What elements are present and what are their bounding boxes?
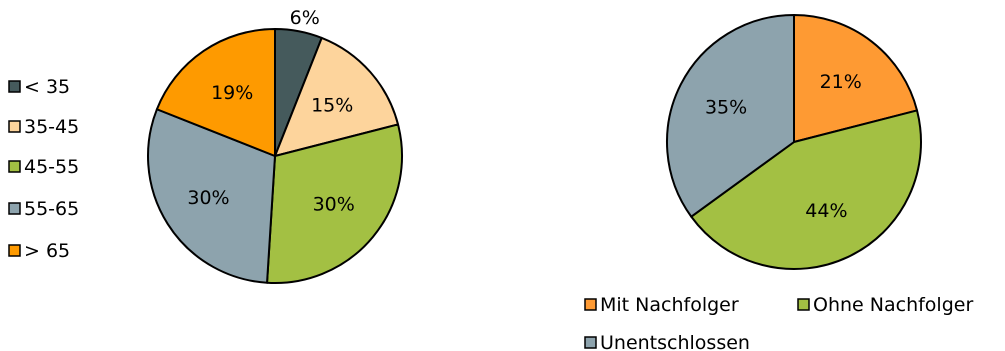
pie-slice [147, 108, 276, 284]
legend-item: 55-65 [8, 198, 79, 220]
slice-value-label: 44% [805, 200, 847, 222]
pie-slice [666, 14, 795, 218]
legend-swatch [8, 244, 21, 257]
legend-label: 45-55 [24, 156, 79, 178]
legend-label: < 35 [24, 76, 70, 98]
legend-label: Ohne Nachfolger [813, 294, 973, 316]
slice-value-label: 15% [311, 95, 353, 117]
legend-item: < 35 [8, 76, 70, 98]
legend-swatch [584, 298, 597, 311]
legend-swatch [8, 80, 21, 93]
pie-slice [690, 109, 922, 271]
slice-value-label: 21% [820, 71, 862, 93]
legend-label: 35-45 [24, 116, 79, 138]
legend-label: > 65 [24, 240, 70, 262]
legend-swatch [584, 336, 597, 349]
legend-label: Unentschlossen [600, 332, 750, 351]
pie-slice [274, 36, 400, 157]
pie-chart-2: 21% 44% 35% Mit Nachfolger Ohne Nachfolger Un… [584, 14, 973, 351]
pie-slice [266, 123, 403, 284]
slice-value-label: 30% [313, 194, 355, 216]
slice-value-label: 6% [290, 7, 320, 29]
legend-label: Mit Nachfolger [600, 294, 739, 316]
legend-swatch [8, 120, 21, 133]
legend-item: 45-55 [8, 156, 79, 178]
pie-slice [155, 28, 276, 157]
legend-swatch [8, 202, 21, 215]
slice-value-label: 30% [187, 187, 229, 209]
legend-item: > 65 [8, 240, 70, 262]
legend-item: Mit Nachfolger [584, 294, 739, 316]
legend-swatch [797, 298, 810, 311]
legend-label: 55-65 [24, 198, 79, 220]
pie-slice [793, 14, 919, 143]
legend-item: Unentschlossen [584, 332, 750, 351]
legend-item: 35-45 [8, 116, 79, 138]
legend-item: Ohne Nachfolger [797, 294, 973, 316]
slice-value-label: 19% [211, 82, 253, 104]
slice-value-label: 35% [705, 96, 747, 118]
legend-swatch [8, 160, 21, 173]
legend: Mit Nachfolger Ohne Nachfolger Unentschlos… [584, 294, 973, 351]
pie-chart-1: 6% 15% 30% 30% 19% < 35 35-45 45-55 55-65 > 65 [8, 7, 403, 284]
legend: < 35 35-45 45-55 55-65 > 65 [8, 76, 79, 262]
